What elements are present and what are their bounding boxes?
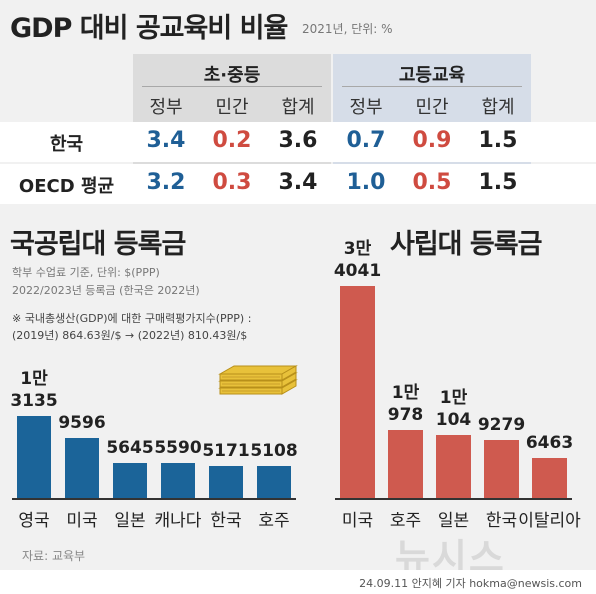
table-cell: 3.6 <box>278 128 318 153</box>
x-axis-line <box>12 498 296 500</box>
bar <box>484 440 519 498</box>
bar-value-text: 1만 <box>439 388 468 409</box>
table-cell: 0.5 <box>412 170 452 195</box>
table-cell: 1.5 <box>478 128 518 153</box>
bar <box>17 416 51 498</box>
bar-value-label: 9279 <box>472 414 531 436</box>
ppp-note: ※ 국내총생산(GDP)에 대한 구매력평가지수(PPP) : <box>12 312 252 325</box>
source-label: 자료: 교육부 <box>22 549 86 563</box>
bar-value-label: 5171 <box>197 440 255 462</box>
bar-value-text: 5171 <box>202 440 250 461</box>
x-tick-label: 영국 <box>18 511 50 531</box>
bar-value-label: 5108 <box>245 440 303 462</box>
x-tick-label: 미국 <box>66 511 98 531</box>
page-title: GDP 대비 공교육비 비율 <box>10 13 288 44</box>
table-cell: 0.9 <box>412 128 452 153</box>
bar <box>532 457 567 498</box>
table-cell: 3.4 <box>146 128 186 153</box>
group-divider <box>342 86 522 87</box>
bar-value-text: 9279 <box>477 415 526 436</box>
bar-value-text: 3135 <box>10 391 58 411</box>
bar <box>340 286 375 498</box>
table-cell: 1.0 <box>346 170 386 195</box>
public-note: 학부 수업료 기준, 단위: $(PPP) <box>12 266 160 279</box>
column-header: 정부 <box>149 97 183 118</box>
bar-value-label: 9596 <box>53 412 111 434</box>
bar <box>436 435 471 498</box>
bar-value-text: 104 <box>435 410 472 431</box>
column-header: 합계 <box>281 97 315 118</box>
bar-value-label: 1만 978 <box>376 382 435 426</box>
table-row <box>0 122 596 162</box>
bar-value-label: 5590 <box>149 437 207 459</box>
table-cell: 1.5 <box>478 170 518 195</box>
x-tick-label: 미국 <box>341 511 374 531</box>
row-label: 한국 <box>49 134 84 155</box>
bar-value-text: 5108 <box>250 441 298 462</box>
bar <box>209 465 243 498</box>
x-tick-label: 호주 <box>389 511 422 531</box>
bar <box>161 463 195 498</box>
group-label-elementary: 초·중등 <box>203 65 261 86</box>
x-tick-label: 호주 <box>258 511 290 531</box>
x-tick-label: 이탈리아 <box>518 511 581 531</box>
bar-value-label: 1만 3135 <box>5 368 63 412</box>
column-header: 민간 <box>215 97 249 118</box>
credit-line: 24.09.11 안지혜 기자 hokma@newsis.com <box>359 577 582 590</box>
bar <box>65 438 99 498</box>
bar-value-text: 4041 <box>333 261 382 281</box>
row-label: OECD 평균 <box>18 176 115 197</box>
public-section-title: 국공립대 등록금 <box>10 229 186 260</box>
bar-value-text: 6463 <box>525 432 574 453</box>
bar <box>257 466 291 498</box>
bar-value-label: 1만 104 <box>424 387 483 431</box>
bar-value-label: 3만 4041 <box>328 238 387 282</box>
table-cell: 0.7 <box>346 128 386 153</box>
bar-value-text: 3만 <box>343 239 372 259</box>
title-note: 2021년, 단위: % <box>302 22 393 36</box>
bar-value-text: 5645 <box>106 437 154 458</box>
x-tick-label: 일본 <box>114 511 146 531</box>
ppp-note: (2019년) 864.63원/$ → (2022년) 810.43원/$ <box>12 329 248 342</box>
table-cell: 0.3 <box>212 170 252 195</box>
bar-value-text: 1만 <box>391 382 420 403</box>
x-tick-label: 한국 <box>210 511 242 531</box>
x-tick-label: 한국 <box>485 511 518 531</box>
column-header: 정부 <box>349 97 383 118</box>
table-cell: 3.4 <box>278 170 318 195</box>
private-section-title: 사립대 등록금 <box>390 229 542 260</box>
bar-value-label: 5645 <box>101 437 159 459</box>
bar-value-label: 6463 <box>520 432 579 454</box>
bar-value-text: 5590 <box>154 438 202 459</box>
bar-value-text: 9596 <box>58 413 106 434</box>
public-note: 2022/2023년 등록금 (한국은 2022년) <box>12 284 200 297</box>
money-stack-icon <box>218 365 298 395</box>
bar <box>388 429 423 498</box>
bar <box>113 462 147 498</box>
footer-band <box>0 570 596 594</box>
x-tick-label: 일본 <box>437 511 470 531</box>
x-axis-line <box>335 498 572 500</box>
column-header: 민간 <box>415 97 449 118</box>
column-header: 합계 <box>481 97 515 118</box>
table-cell: 0.2 <box>212 128 252 153</box>
group-divider <box>142 86 322 87</box>
bar-value-text: 978 <box>387 404 424 425</box>
table-row <box>0 164 596 204</box>
x-tick-label: 캐나다 <box>154 511 202 531</box>
bar-value-text: 1만 <box>20 369 48 389</box>
group-label-higher: 고등교육 <box>398 65 466 86</box>
table-cell: 3.2 <box>146 170 186 195</box>
